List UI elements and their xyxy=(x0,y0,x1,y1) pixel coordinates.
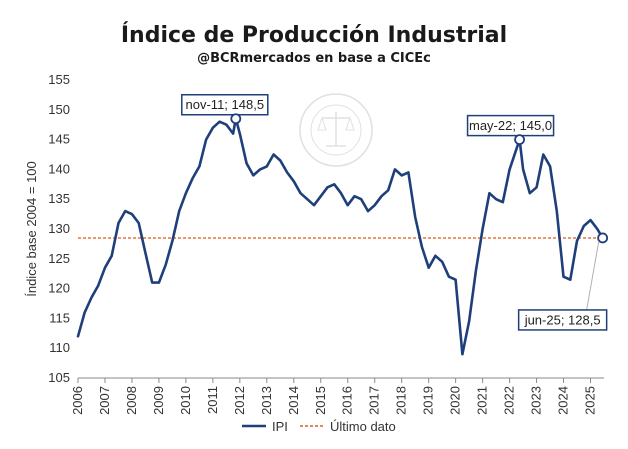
x-tick-label: 2011 xyxy=(205,386,220,414)
x-tick-label: 2016 xyxy=(340,386,355,415)
x-tick-label: 2015 xyxy=(313,386,328,415)
annotation-box xyxy=(517,309,608,331)
y-tick-label: 115 xyxy=(49,310,70,325)
y-tick-label: 125 xyxy=(48,251,70,266)
y-tick-label: 120 xyxy=(48,281,70,296)
x-tick-label: 2014 xyxy=(286,386,301,415)
x-tick-label: 2023 xyxy=(529,386,544,415)
legend: IPI Último dato xyxy=(242,419,396,434)
x-tick-label: 2018 xyxy=(394,386,409,415)
annotation-label: nov-11; 148,5 xyxy=(186,97,265,112)
annotation-label: may-22; 145,0 xyxy=(469,118,552,133)
chart-title: Índice de Producción Industrial xyxy=(121,22,507,48)
x-tick-label: 2013 xyxy=(259,386,274,415)
x-tick-label: 2006 xyxy=(70,386,85,415)
y-tick-label: 140 xyxy=(48,161,70,176)
y-tick-label: 110 xyxy=(49,340,70,355)
y-tick-label: 135 xyxy=(48,191,70,206)
x-tick-label: 2008 xyxy=(124,386,139,415)
annotation-box xyxy=(466,114,555,137)
annotation-leader xyxy=(586,241,600,311)
x-tick-label: 2024 xyxy=(556,386,571,415)
annotation-marker xyxy=(230,113,242,125)
annotation-marker xyxy=(597,232,609,244)
x-tick-label: 2019 xyxy=(421,386,436,415)
annotation-box xyxy=(181,93,269,116)
y-axis-label: Índice base 2004 = 100 xyxy=(24,161,39,297)
y-tick-label: 145 xyxy=(48,132,70,147)
x-tick-label: 2022 xyxy=(502,386,517,415)
annotations-layer: nov-11; 148,5 may-22; 145,0 jun-25; 128,5 xyxy=(181,93,609,331)
legend-label-ultimo-dato: Último dato xyxy=(330,419,396,434)
x-tick-label: 2007 xyxy=(97,386,112,415)
annotation-marker xyxy=(514,134,525,146)
x-tick-label: 2012 xyxy=(232,386,247,415)
annotation-label: jun-25; 128,5 xyxy=(524,312,601,327)
y-tick-label: 155 xyxy=(48,72,70,87)
chart-subtitle: @BCRmercados en base a CICEc xyxy=(197,51,431,66)
x-axis: 2006 2007 2008 2009 2010 2011 2012 2013 2014 2015… xyxy=(70,377,604,415)
y-tick-label: 105 xyxy=(48,370,70,385)
x-tick-label: 2010 xyxy=(178,386,193,415)
x-tick-label: 2025 xyxy=(583,386,598,415)
y-tick-label: 150 xyxy=(48,102,70,117)
x-tick-label: 2017 xyxy=(367,386,382,415)
legend-label-ipi: IPI xyxy=(272,419,288,434)
x-tick-label: 2009 xyxy=(151,386,166,415)
y-tick-label: 130 xyxy=(48,221,70,236)
y-axis: 105 110 115 120 125 130 135 140 145 150 155 xyxy=(48,72,70,385)
x-tick-label: 2020 xyxy=(448,386,463,415)
bcr-seal-watermark xyxy=(299,93,373,167)
x-tick-label: 2021 xyxy=(475,386,490,415)
